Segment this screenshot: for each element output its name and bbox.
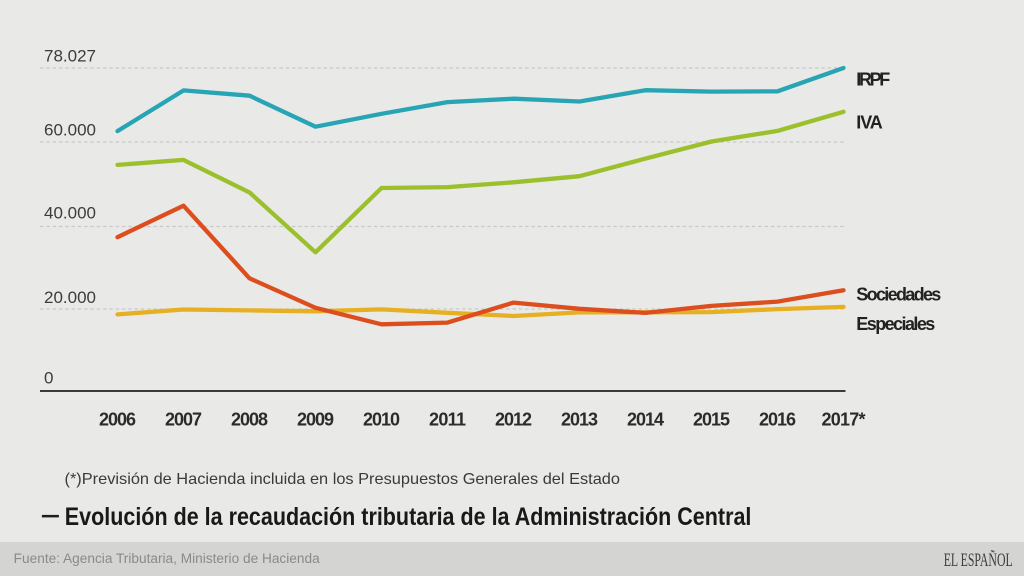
svg-text:IVA: IVA bbox=[856, 113, 883, 133]
svg-text:2017*: 2017* bbox=[822, 409, 866, 429]
svg-text:2011: 2011 bbox=[429, 409, 466, 429]
svg-text:Especiales: Especiales bbox=[856, 314, 935, 334]
svg-text:Sociedades: Sociedades bbox=[856, 285, 941, 305]
svg-text:Evolución de la recaudación tr: Evolución de la recaudación tributaria d… bbox=[65, 503, 752, 531]
svg-text:2012: 2012 bbox=[495, 409, 532, 429]
svg-text:2007: 2007 bbox=[165, 409, 202, 429]
svg-text:IRPF: IRPF bbox=[856, 70, 890, 90]
svg-text:2009: 2009 bbox=[297, 409, 334, 429]
svg-text:78.027: 78.027 bbox=[44, 46, 96, 65]
svg-text:2015: 2015 bbox=[693, 409, 730, 429]
svg-text:EL ESPAÑOL: EL ESPAÑOL bbox=[944, 549, 1013, 571]
svg-text:2013: 2013 bbox=[561, 409, 598, 429]
svg-text:2006: 2006 bbox=[99, 409, 136, 429]
svg-text:2014: 2014 bbox=[627, 409, 664, 429]
svg-text:60.000: 60.000 bbox=[44, 120, 96, 139]
svg-text:2010: 2010 bbox=[363, 409, 400, 429]
svg-text:2016: 2016 bbox=[759, 409, 796, 429]
svg-text:(*)Previsión de Hacienda inclu: (*)Previsión de Hacienda incluida en los… bbox=[65, 471, 621, 488]
svg-text:Fuente: Agencia Tributaria, Mi: Fuente: Agencia Tributaria, Ministerio d… bbox=[14, 551, 320, 566]
svg-text:2008: 2008 bbox=[231, 409, 268, 429]
svg-text:20.000: 20.000 bbox=[44, 288, 96, 307]
svg-text:40.000: 40.000 bbox=[44, 203, 96, 222]
svg-text:0: 0 bbox=[44, 368, 53, 387]
